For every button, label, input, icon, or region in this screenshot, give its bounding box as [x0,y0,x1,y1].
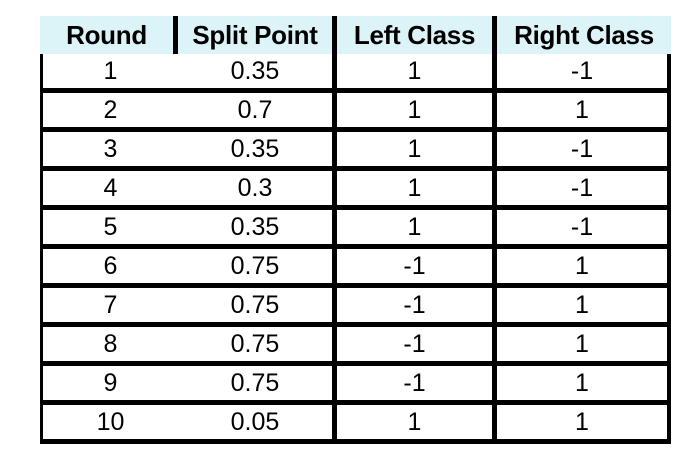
cell-left-class: -1 [337,327,497,366]
cell-round: 6 [40,249,178,288]
header-split-point: Split Point [178,16,337,54]
cell-right-class: -1 [497,54,671,93]
cell-left-class: 1 [337,132,497,171]
cell-round: 8 [40,327,178,366]
cell-round: 9 [40,366,178,405]
cell-round: 1 [40,54,178,93]
cell-round: 3 [40,132,178,171]
cell-right-class: 1 [497,249,671,288]
cell-split-point: 0.05 [178,405,337,444]
cell-right-class: -1 [497,210,671,249]
header-round: Round [40,16,178,54]
cell-left-class: 1 [337,54,497,93]
cell-right-class: 1 [497,405,671,444]
cell-split-point: 0.75 [178,327,337,366]
cell-split-point: 0.75 [178,249,337,288]
cell-round: 7 [40,288,178,327]
cell-split-point: 0.35 [178,54,337,93]
cell-left-class: 1 [337,210,497,249]
cell-left-class: -1 [337,366,497,405]
cell-right-class: 1 [497,327,671,366]
rounds-table: Round Split Point Left Class Right Class… [40,16,671,444]
cell-round: 4 [40,171,178,210]
cell-split-point: 0.7 [178,93,337,132]
header-right-class: Right Class [497,16,671,54]
header-left-class: Left Class [337,16,497,54]
cell-left-class: 1 [337,405,497,444]
cell-left-class: -1 [337,249,497,288]
cell-left-class: -1 [337,288,497,327]
cell-right-class: 1 [497,366,671,405]
cell-round: 10 [40,405,178,444]
cell-right-class: -1 [497,171,671,210]
cell-split-point: 0.3 [178,171,337,210]
cell-split-point: 0.75 [178,366,337,405]
cell-split-point: 0.35 [178,210,337,249]
cell-left-class: 1 [337,93,497,132]
cell-right-class: 1 [497,93,671,132]
cell-split-point: 0.35 [178,132,337,171]
cell-right-class: 1 [497,288,671,327]
cell-round: 2 [40,93,178,132]
cell-round: 5 [40,210,178,249]
cell-left-class: 1 [337,171,497,210]
cell-split-point: 0.75 [178,288,337,327]
cell-right-class: -1 [497,132,671,171]
